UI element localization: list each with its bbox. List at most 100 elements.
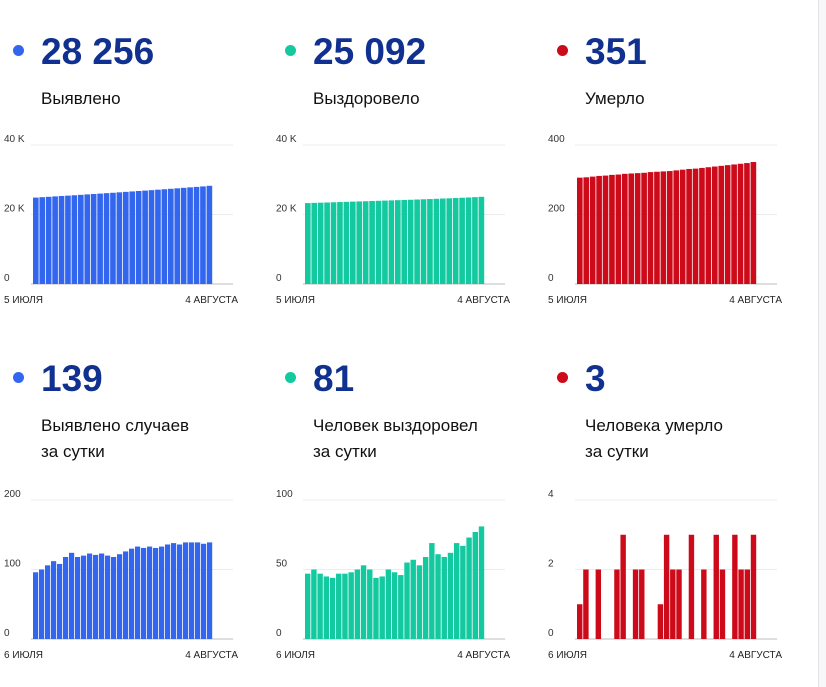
- bar: [427, 199, 433, 284]
- y-tick-label: 0: [548, 628, 554, 639]
- card-confirmed-daily: 139 Выявлено случаев за сутки 0 100 200 6 И…: [0, 352, 260, 682]
- bar: [373, 577, 379, 639]
- card-deaths-daily: 3 Человека умерло за сутки 0 2 4 6 ИЮЛЯ 4 АВ…: [544, 352, 804, 682]
- bar: [614, 569, 620, 639]
- y-tick-label: 400: [548, 134, 565, 145]
- bar: [379, 576, 385, 639]
- card-recovered-daily: 81 Человек выздоровел за сутки 0 50 100 6 И…: [272, 352, 532, 682]
- bar: [324, 202, 330, 284]
- bar: [713, 534, 719, 639]
- bar: [382, 200, 388, 284]
- x-tick-label: 6 ИЮЛЯ: [276, 650, 315, 661]
- bar: [39, 197, 46, 284]
- bar: [414, 199, 420, 284]
- bar: [330, 202, 337, 284]
- bar: [135, 546, 141, 639]
- bar: [147, 546, 153, 639]
- bar: [401, 199, 408, 284]
- bar: [724, 165, 731, 284]
- bar: [478, 526, 485, 639]
- bar: [446, 198, 453, 284]
- bar: [654, 171, 660, 284]
- bar: [577, 177, 583, 284]
- bar: [670, 569, 676, 639]
- bar: [375, 200, 382, 284]
- bar: [583, 177, 590, 284]
- bar: [407, 199, 414, 284]
- bar: [404, 562, 410, 639]
- stat-value: 25 092: [313, 31, 427, 72]
- bar: [589, 176, 596, 284]
- bar: [705, 167, 712, 284]
- bar: [663, 534, 670, 639]
- stat-value: 351: [585, 31, 647, 72]
- stat-value: 3: [585, 358, 606, 399]
- y-tick-label: 40 K: [276, 134, 297, 145]
- card-recovered-total: 25 092 Выздоровело 0 20 K 40 K 5 ИЮЛЯ 4 АВГУ…: [272, 25, 532, 355]
- bar: [116, 192, 123, 284]
- stat-value: 81: [313, 358, 355, 399]
- bar: [153, 547, 159, 639]
- bar: [440, 198, 446, 284]
- bar: [395, 200, 401, 284]
- bar: [750, 162, 757, 284]
- bar: [459, 197, 465, 284]
- bar: [595, 569, 602, 639]
- bar: [111, 556, 117, 639]
- blue-dot-icon: [13, 45, 24, 56]
- bar: [583, 569, 589, 639]
- bar: [647, 172, 654, 284]
- bar: [737, 163, 744, 284]
- bar: [165, 544, 171, 639]
- teal-dot-icon: [285, 45, 296, 56]
- deaths-total-chart: 0 200 400 5 ИЮЛЯ 4 АВГУСТА: [548, 134, 782, 306]
- bar: [99, 553, 105, 639]
- bar: [688, 534, 695, 639]
- bar: [45, 565, 51, 639]
- recovered-total-chart: 0 20 K 40 K 5 ИЮЛЯ 4 АВГУСТА: [276, 134, 510, 306]
- bar: [207, 542, 213, 639]
- stat-label-line2: за сутки: [41, 442, 105, 461]
- x-tick-label: 4 АВГУСТА: [457, 650, 510, 661]
- stat-value: 139: [41, 358, 103, 399]
- bar: [174, 188, 181, 284]
- x-tick-label: 4 АВГУСТА: [457, 295, 510, 306]
- bar: [447, 552, 454, 639]
- x-tick-label: 4 АВГУСТА: [185, 295, 238, 306]
- bar: [712, 166, 718, 284]
- bar: [323, 576, 330, 639]
- bar: [57, 563, 63, 639]
- bar: [336, 573, 342, 639]
- y-tick-label: 0: [4, 273, 10, 284]
- bar: [478, 196, 485, 284]
- bar: [686, 168, 692, 284]
- bar: [596, 175, 602, 284]
- bar: [673, 170, 680, 284]
- bar: [39, 569, 45, 639]
- bar: [667, 171, 673, 284]
- bar: [460, 545, 466, 639]
- bar: [360, 565, 367, 639]
- bar: [342, 573, 348, 639]
- x-tick-label: 5 ИЮЛЯ: [4, 295, 43, 306]
- bar: [348, 572, 354, 639]
- deaths-daily-chart: 0 2 4 6 ИЮЛЯ 4 АВГУСТА: [548, 489, 782, 661]
- stat-label-line1: Человека умерло: [585, 416, 723, 435]
- bar: [123, 551, 129, 639]
- bar: [609, 174, 615, 284]
- bar: [65, 195, 71, 284]
- bar: [177, 544, 183, 639]
- bar: [391, 572, 398, 639]
- bar: [679, 169, 686, 284]
- y-tick-label: 200: [4, 489, 21, 500]
- bar: [141, 547, 147, 639]
- y-tick-label: 0: [276, 628, 282, 639]
- bar: [159, 546, 165, 639]
- blue-dot-icon: [13, 372, 24, 383]
- y-tick-label: 0: [548, 273, 554, 284]
- bar: [90, 194, 97, 284]
- bar: [93, 554, 99, 639]
- bar: [305, 573, 311, 639]
- bar: [189, 542, 195, 639]
- bar: [632, 569, 639, 639]
